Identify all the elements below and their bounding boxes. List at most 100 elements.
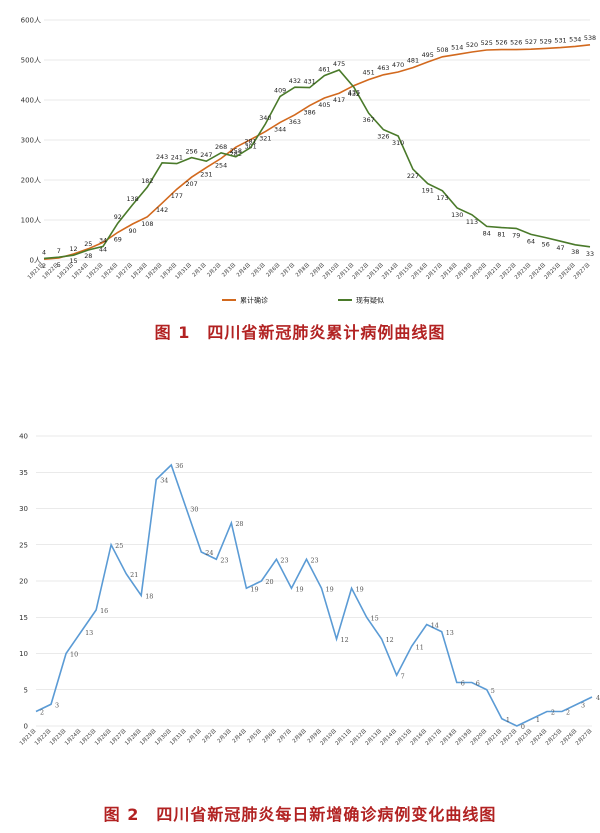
- data-label: 363: [289, 118, 301, 126]
- data-label: 207: [185, 180, 197, 188]
- data-label: 15: [69, 257, 77, 265]
- data-label: 0: [521, 723, 525, 731]
- x-tick-label: 1月31日: [168, 727, 187, 746]
- x-tick-label: 2月8日: [291, 727, 308, 744]
- series-line-suspected: [43, 69, 591, 260]
- legend-label: 累计确诊: [240, 296, 268, 305]
- legend-label: 现有疑似: [356, 296, 384, 305]
- data-label: 4: [596, 694, 600, 702]
- data-label: 19: [326, 585, 334, 593]
- y-tick-label: 40: [19, 433, 28, 441]
- data-label: 451: [363, 69, 375, 77]
- y-tick-label: 0人: [30, 257, 41, 265]
- data-label: 19: [295, 585, 303, 593]
- data-label: 12: [386, 636, 394, 644]
- data-label: 3: [581, 701, 585, 709]
- data-label: 241: [171, 154, 183, 162]
- data-label: 10: [70, 651, 78, 659]
- data-label: 3: [55, 701, 59, 709]
- data-label: 28: [235, 520, 243, 528]
- data-label: 529: [540, 37, 552, 45]
- data-label: 432: [348, 90, 360, 98]
- x-tick-label: 2月2日: [206, 261, 223, 278]
- data-label: 23: [280, 556, 288, 564]
- data-label: 23: [310, 556, 318, 564]
- data-label: 130: [451, 211, 463, 219]
- data-label: 19: [250, 585, 258, 593]
- daily-new-cases-chart: 05101520253035401月21日1月22日1月23日1月24日1月25…: [18, 433, 600, 747]
- data-label: 247: [200, 151, 212, 159]
- data-label: 4: [42, 248, 46, 256]
- y-tick-label: 400人: [21, 97, 41, 105]
- data-label: 16: [100, 607, 108, 615]
- data-label: 12: [69, 245, 77, 253]
- data-label: 243: [156, 153, 168, 161]
- data-label: 470: [392, 61, 404, 69]
- data-label: 7: [57, 247, 61, 255]
- x-tick-label: 2月6日: [261, 727, 278, 744]
- data-label: 182: [141, 177, 153, 185]
- x-tick-label: 1月31日: [174, 261, 193, 280]
- data-label: 1: [506, 716, 510, 724]
- data-label: 81: [497, 231, 505, 239]
- data-label: 12: [341, 636, 349, 644]
- series-line-confirmed: [43, 44, 591, 260]
- data-label: 15: [371, 614, 379, 622]
- y-tick-label: 600人: [21, 17, 41, 25]
- x-tick-label: 2月7日: [279, 261, 296, 278]
- data-label: 326: [377, 133, 389, 141]
- data-label: 64: [527, 237, 535, 245]
- x-tick-label: 2月4日: [231, 727, 248, 744]
- data-label: 79: [512, 231, 520, 239]
- data-label: 254: [215, 161, 227, 169]
- y-tick-label: 100人: [21, 217, 41, 225]
- data-label: 21: [130, 571, 138, 579]
- data-label: 386: [304, 109, 316, 117]
- y-tick-label: 35: [19, 469, 28, 477]
- y-tick-label: 200人: [21, 177, 41, 185]
- x-tick-label: 2月3日: [220, 261, 237, 278]
- x-tick-label: 2月1日: [186, 727, 203, 744]
- data-label: 25: [115, 542, 123, 550]
- data-label: 7: [401, 672, 405, 680]
- data-label: 6: [461, 680, 465, 688]
- data-label: 367: [363, 116, 375, 124]
- data-label: 90: [128, 227, 136, 235]
- y-tick-label: 25: [19, 541, 28, 549]
- y-tick-label: 20: [19, 578, 28, 586]
- y-tick-label: 5: [24, 686, 28, 694]
- data-label: 531: [554, 37, 566, 45]
- data-label: 5: [491, 687, 495, 695]
- data-label: 321: [259, 135, 271, 143]
- data-label: 525: [481, 39, 493, 47]
- data-label: 310: [392, 139, 404, 147]
- data-label: 405: [318, 101, 330, 109]
- data-label: 417: [333, 96, 345, 104]
- data-label: 526: [495, 39, 507, 47]
- data-label: 138: [126, 195, 138, 203]
- data-label: 92: [114, 213, 122, 221]
- data-label: 520: [466, 41, 478, 49]
- data-label: 25: [84, 240, 92, 248]
- data-label: 47: [556, 244, 564, 252]
- x-tick-label: 2月7日: [276, 727, 293, 744]
- data-label: 256: [185, 148, 197, 156]
- data-label: 514: [451, 43, 463, 51]
- data-label: 28: [84, 252, 92, 260]
- x-tick-label: 2月2日: [201, 727, 218, 744]
- series-line-daily-new: [35, 463, 593, 727]
- data-label: 461: [318, 66, 330, 74]
- data-label: 20: [265, 578, 273, 586]
- data-label: 1: [536, 716, 540, 724]
- data-label: 173: [436, 194, 448, 202]
- data-label: 11: [416, 643, 424, 651]
- data-label: 177: [171, 192, 183, 200]
- x-tick-label: 2月3日: [216, 727, 233, 744]
- data-label: 5: [57, 261, 61, 269]
- data-label: 13: [446, 629, 454, 637]
- data-label: 24: [205, 549, 213, 557]
- data-label: 191: [422, 187, 434, 195]
- x-tick-label: 2月1日: [191, 261, 208, 278]
- data-label: 2: [566, 709, 570, 717]
- data-label: 495: [422, 51, 434, 59]
